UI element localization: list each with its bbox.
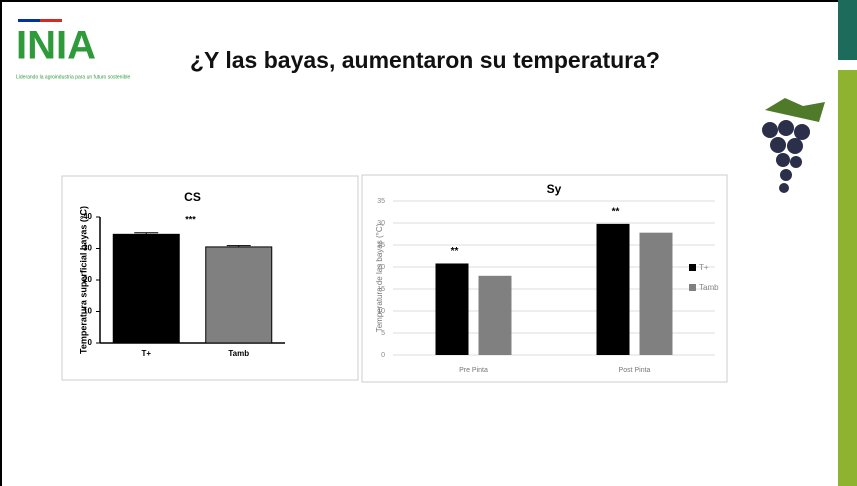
annotation: ** (451, 246, 459, 257)
y-tick-label: 10 (83, 307, 92, 316)
y-axis-label: Temperatura superficial bayas (°C) (78, 206, 88, 354)
legend-swatch (689, 284, 696, 291)
bar (639, 232, 673, 355)
chart-title: Sy (547, 182, 562, 196)
legend-label: T+ (699, 263, 709, 272)
y-tick-label: 30 (377, 220, 385, 227)
x-tick-label: Pre Pinta (459, 367, 488, 374)
bar (205, 246, 273, 344)
y-tick-label: 30 (83, 244, 92, 253)
bar (435, 263, 469, 355)
side-band (838, 70, 857, 486)
bar (112, 233, 180, 344)
annotation: ** (612, 207, 620, 218)
y-tick-label: 5 (381, 330, 385, 337)
x-tick-label: Tamb (228, 349, 249, 358)
y-tick-label: 10 (377, 308, 385, 315)
annotation: *** (185, 214, 196, 224)
slide-title: ¿Y las bayas, aumentaron su temperatura? (190, 47, 660, 73)
grape-icon (762, 98, 825, 193)
legend-swatch (689, 264, 696, 271)
y-tick-label: 20 (377, 264, 385, 271)
y-tick-label: 0 (88, 338, 93, 347)
y-tick-label: 15 (377, 286, 385, 293)
y-tick-label: 20 (83, 275, 92, 284)
y-tick-label: 40 (83, 212, 92, 221)
y-tick-label: 0 (381, 352, 385, 359)
y-tick-label: 35 (377, 198, 385, 205)
x-tick-label: Post Pinta (619, 367, 651, 374)
bar (478, 275, 512, 355)
x-tick-label: T+ (141, 349, 151, 358)
side-band (838, 0, 857, 60)
y-tick-label: 25 (377, 242, 385, 249)
chart-title: CS (184, 190, 201, 204)
tagline: Liderando la agroindustria para un futur… (16, 74, 130, 80)
legend-label: Tamb (699, 283, 719, 292)
flag (40, 19, 62, 22)
y-axis-label: Temperatura de las bayas (°C) (375, 223, 384, 332)
logo: INIA (16, 24, 96, 68)
flag (18, 19, 40, 22)
bar (596, 223, 630, 355)
